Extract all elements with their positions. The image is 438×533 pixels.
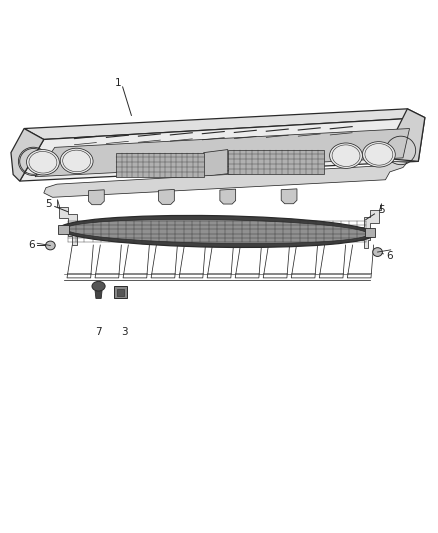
Polygon shape — [11, 128, 44, 181]
Bar — [365, 229, 375, 237]
Polygon shape — [204, 150, 228, 177]
Ellipse shape — [46, 241, 55, 250]
Ellipse shape — [330, 143, 362, 168]
Text: 6: 6 — [28, 240, 35, 250]
Polygon shape — [57, 199, 112, 245]
Bar — [58, 225, 69, 233]
Bar — [114, 286, 127, 298]
Polygon shape — [35, 128, 410, 177]
Polygon shape — [159, 189, 174, 204]
Polygon shape — [88, 190, 104, 205]
Ellipse shape — [373, 248, 382, 256]
Bar — [116, 152, 204, 177]
Bar — [228, 150, 324, 174]
Ellipse shape — [59, 215, 374, 247]
Polygon shape — [281, 189, 297, 204]
Ellipse shape — [92, 281, 105, 291]
Ellipse shape — [66, 220, 368, 244]
Polygon shape — [394, 109, 425, 161]
Text: 5: 5 — [45, 199, 52, 209]
Text: 3: 3 — [121, 327, 128, 337]
Text: 6: 6 — [386, 251, 393, 261]
Ellipse shape — [363, 142, 395, 167]
Text: 1: 1 — [115, 77, 122, 87]
Polygon shape — [326, 203, 381, 248]
Ellipse shape — [60, 148, 93, 174]
Polygon shape — [20, 118, 425, 181]
Ellipse shape — [27, 150, 59, 175]
Bar — [117, 289, 124, 296]
Text: 5: 5 — [378, 205, 385, 215]
Text: 7: 7 — [95, 327, 102, 337]
Polygon shape — [44, 161, 407, 197]
Text: 4: 4 — [248, 237, 255, 247]
Polygon shape — [220, 189, 236, 204]
Polygon shape — [95, 290, 102, 298]
Polygon shape — [24, 109, 425, 140]
